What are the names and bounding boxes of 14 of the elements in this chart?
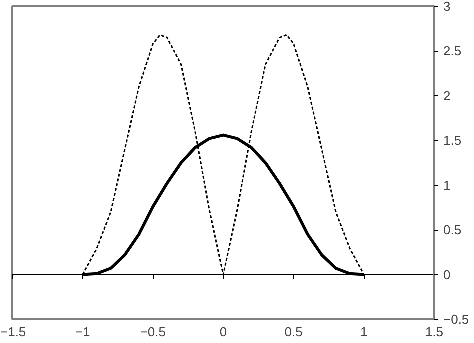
y-tick-label: 1.5 <box>444 133 462 148</box>
y-tick-label: 1 <box>444 178 451 193</box>
y-tick-label: −0.5 <box>444 312 470 327</box>
x-tick-label: 0 <box>220 324 228 340</box>
y-tick-label: 2 <box>444 88 451 104</box>
x-tick-label: −0.5 <box>140 324 166 340</box>
x-tick-label: −1.5 <box>0 324 26 340</box>
x-tick-label: −1 <box>75 324 90 340</box>
y-tick-label: 0.5 <box>444 222 462 238</box>
x-tick-label: 0.5 <box>284 324 303 340</box>
y-tick-label: 0 <box>444 267 451 282</box>
y-tick-label: 3 <box>444 0 451 14</box>
y-tick-label: 2.5 <box>444 44 462 59</box>
x-tick-label: 1 <box>360 324 368 340</box>
